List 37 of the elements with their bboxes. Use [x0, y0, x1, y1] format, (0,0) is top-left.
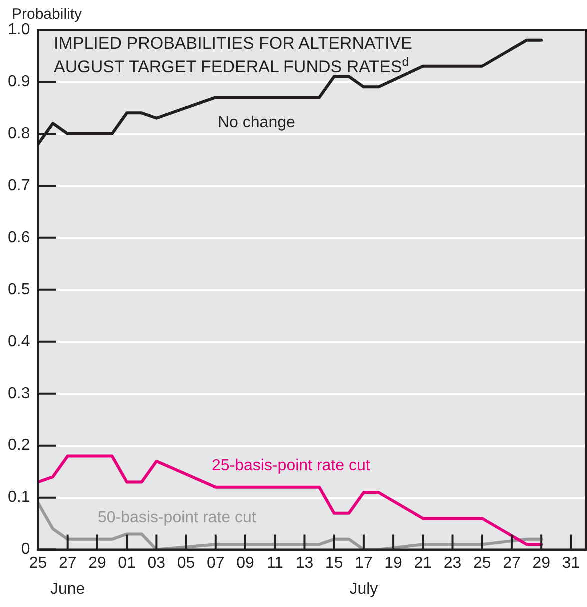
x-tick-label: 11: [266, 554, 284, 572]
x-tick-label: 01: [118, 554, 136, 572]
series-label: 25-basis-point rate cut: [212, 457, 371, 474]
x-tick-label: 03: [148, 554, 166, 572]
y-tick-label: 0.9: [8, 73, 30, 90]
x-tick-label: 23: [444, 554, 462, 572]
y-tick-label: 0.7: [8, 177, 30, 194]
x-tick-label: 27: [503, 554, 521, 572]
y-tick-label: 0.5: [8, 281, 30, 298]
y-tick-label: 0: [21, 541, 30, 558]
y-tick-label: 0.3: [8, 385, 30, 402]
text: July: [350, 581, 378, 598]
y-tick-label: 1.0: [8, 21, 30, 38]
y-tick-label: 0.6: [8, 229, 30, 246]
x-tick-label: 29: [88, 554, 106, 572]
y-tick-label: 0.2: [8, 437, 30, 454]
y-tick-label: 0.4: [8, 333, 30, 350]
x-tick-label: 13: [296, 554, 314, 572]
x-tick-label: 25: [473, 554, 492, 572]
x-tick-label: 21: [414, 554, 432, 572]
y-tick-label: 0.1: [8, 489, 30, 506]
x-tick-label: 15: [325, 554, 344, 572]
text: June: [50, 581, 86, 598]
series-label: No change: [218, 114, 296, 132]
text: IMPLIED PROBABILITIES FOR ALTERNATIVE AUGUST TARGET FEDERAL FUNDS RATES$^{d}$: [54, 34, 414, 77]
x-tick-label: 07: [206, 554, 225, 572]
y-axis-title: Probability: [12, 6, 82, 23]
x-tick-label: 19: [384, 554, 403, 572]
x-tick-label: 25: [29, 554, 48, 572]
x-tick-label: 31: [562, 554, 580, 572]
x-tick-label: 09: [236, 554, 254, 572]
x-tick-label: 29: [532, 554, 551, 572]
x-tick-label: 27: [58, 554, 77, 572]
series-label: 50-basis-point rate cut: [98, 509, 257, 526]
y-tick-label: 0.8: [8, 125, 30, 142]
x-tick-label: 17: [355, 554, 373, 572]
x-tick-label: 05: [177, 554, 196, 572]
